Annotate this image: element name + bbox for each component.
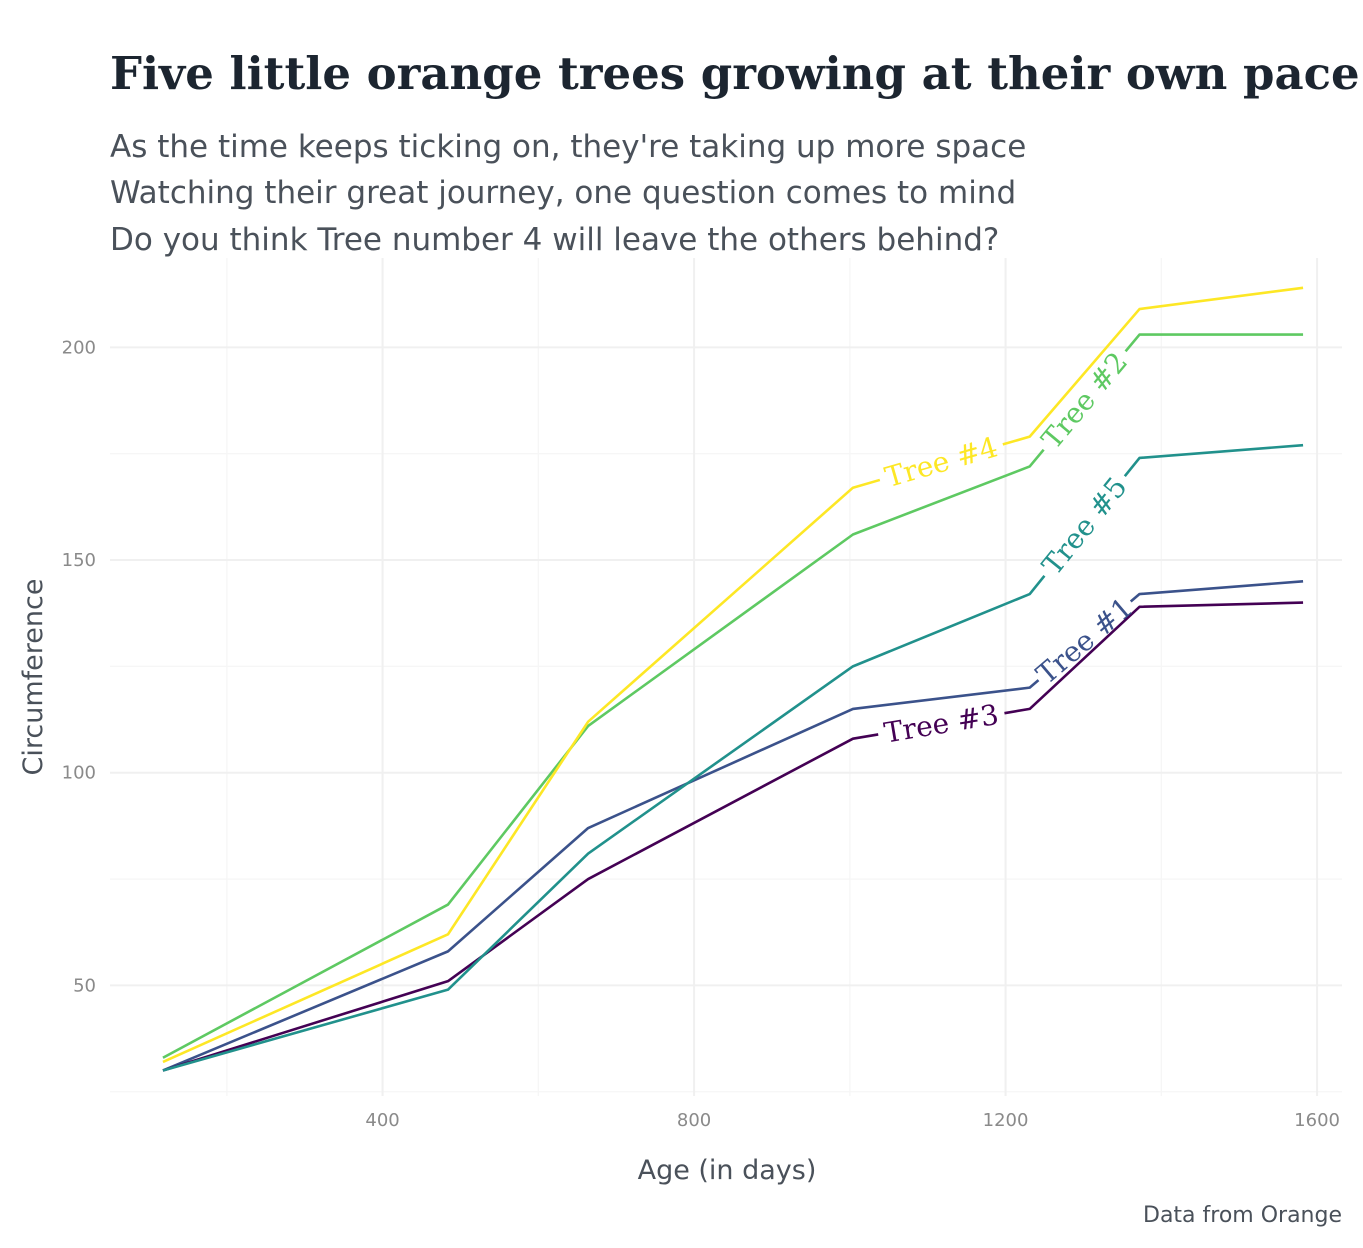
y-tick-label: 100 bbox=[62, 763, 96, 784]
x-tick-label: 1600 bbox=[1294, 1110, 1340, 1131]
grid bbox=[110, 258, 1342, 1096]
x-tick-label: 1200 bbox=[983, 1110, 1029, 1131]
chart-subtitle-line-2: Watching their great journey, one questi… bbox=[110, 175, 1016, 211]
series-line-3-start bbox=[162, 733, 879, 1072]
chart-subtitle-line-1: As the time keeps ticking on, they're ta… bbox=[110, 129, 1026, 165]
series-lines bbox=[162, 286, 1304, 1072]
series-label-2: Tree #2 bbox=[1035, 346, 1134, 456]
series-label-5: Tree #5 bbox=[1036, 471, 1134, 582]
x-tick-label: 800 bbox=[677, 1110, 711, 1131]
y-tick-label: 150 bbox=[62, 550, 96, 571]
series-line-1-end bbox=[1129, 579, 1304, 603]
series-line-4-end bbox=[1002, 286, 1304, 446]
series-line-3-end bbox=[1004, 601, 1304, 715]
chart-subtitle-line-3: Do you think Tree number 4 will leave th… bbox=[110, 222, 999, 258]
series-label-3: Tree #3 bbox=[882, 698, 1001, 750]
y-axis-title: Circumference bbox=[18, 579, 49, 776]
y-tick-label: 50 bbox=[73, 975, 96, 996]
series-line-1-start bbox=[162, 679, 1040, 1072]
series-line-2-end bbox=[1124, 333, 1304, 353]
x-axis-title: Age (in days) bbox=[638, 1155, 817, 1186]
x-tick-label: 400 bbox=[365, 1110, 399, 1131]
series-line-5-end bbox=[1123, 443, 1304, 477]
series-line-5-start bbox=[162, 574, 1046, 1072]
series-label-1: Tree #1 bbox=[1030, 591, 1139, 691]
series-line-4-start bbox=[162, 478, 881, 1064]
series-line-2-start bbox=[162, 448, 1045, 1059]
caption: Data from Orange bbox=[1143, 1203, 1342, 1228]
y-tick-label: 200 bbox=[62, 337, 96, 358]
chart-title: Five little orange trees growing at thei… bbox=[110, 47, 1360, 100]
tick-labels: 400 800 1200 1600 50 100 150 200 bbox=[62, 337, 1340, 1131]
